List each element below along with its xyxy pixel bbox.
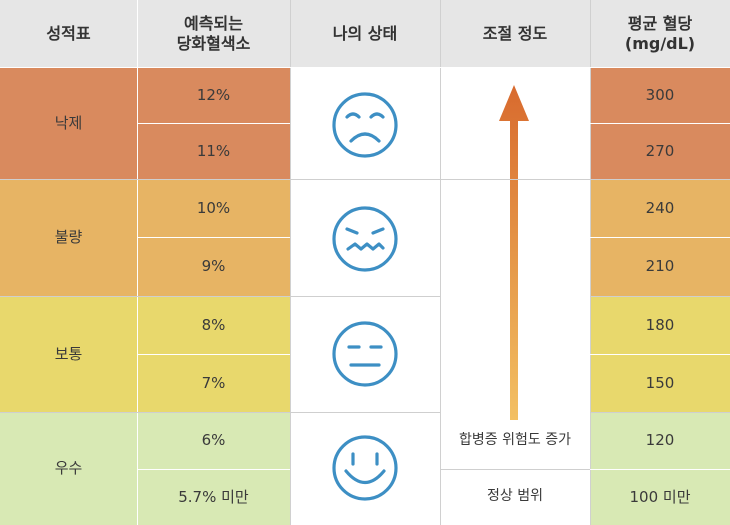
grid-line bbox=[0, 67, 730, 68]
hba1c-cell: 6% bbox=[137, 412, 290, 469]
grid-line bbox=[0, 412, 440, 413]
header-hba1c: 예측되는 당화혈색소 bbox=[137, 0, 290, 67]
glucose-cell: 150 bbox=[590, 354, 730, 412]
glucose-cell: 300 bbox=[590, 67, 730, 123]
grid-line bbox=[590, 296, 730, 297]
grade-label-good: 우수 bbox=[0, 412, 137, 525]
grid-line bbox=[590, 237, 730, 238]
grimace-face-icon bbox=[332, 206, 398, 272]
grid-line bbox=[0, 179, 730, 180]
header-glucose: 평균 혈당 (mg/dL) bbox=[590, 0, 730, 67]
smiling-face-icon bbox=[332, 435, 398, 501]
grade-label-fair: 보통 bbox=[0, 296, 137, 412]
sad-face-icon bbox=[332, 92, 398, 158]
grade-label-poor: 불량 bbox=[0, 179, 137, 296]
header-grade: 성적표 bbox=[0, 0, 137, 67]
hba1c-cell: 8% bbox=[137, 296, 290, 354]
grid-line bbox=[590, 123, 730, 124]
grid-line bbox=[440, 469, 590, 470]
grid-line bbox=[590, 412, 730, 413]
grid-line bbox=[0, 296, 440, 297]
neutral-face-icon bbox=[332, 321, 398, 387]
hba1c-cell: 10% bbox=[137, 179, 290, 237]
glucose-cell: 270 bbox=[590, 123, 730, 179]
glucose-cell: 180 bbox=[590, 296, 730, 354]
glucose-cell: 240 bbox=[590, 179, 730, 237]
grid-line bbox=[137, 469, 290, 470]
grid-line bbox=[290, 0, 291, 525]
grid-line bbox=[137, 237, 290, 238]
glucose-cell: 210 bbox=[590, 237, 730, 296]
risk-increase-label: 합병증 위험도 증가 bbox=[459, 431, 571, 448]
hba1c-cell: 11% bbox=[137, 123, 290, 179]
grade-label-fail: 낙제 bbox=[0, 67, 137, 179]
header-control: 조절 정도 bbox=[440, 0, 590, 67]
grid-line bbox=[137, 123, 290, 124]
hba1c-cell: 7% bbox=[137, 354, 290, 412]
hba1c-cell: 12% bbox=[137, 67, 290, 123]
grid-line bbox=[137, 0, 138, 525]
grid-line bbox=[590, 354, 730, 355]
up-arrow-icon bbox=[499, 85, 529, 420]
grid-line bbox=[590, 0, 591, 525]
glucose-cell: 100 미만 bbox=[590, 469, 730, 525]
hba1c-cell: 5.7% 미만 bbox=[137, 469, 290, 525]
grid-line bbox=[590, 469, 730, 470]
header-status: 나의 상태 bbox=[290, 0, 440, 67]
normal-range-label: 정상 범위 bbox=[487, 488, 543, 505]
hba1c-cell: 9% bbox=[137, 237, 290, 296]
grid-line bbox=[137, 354, 290, 355]
glucose-cell: 120 bbox=[590, 412, 730, 469]
grid-line bbox=[440, 0, 441, 525]
